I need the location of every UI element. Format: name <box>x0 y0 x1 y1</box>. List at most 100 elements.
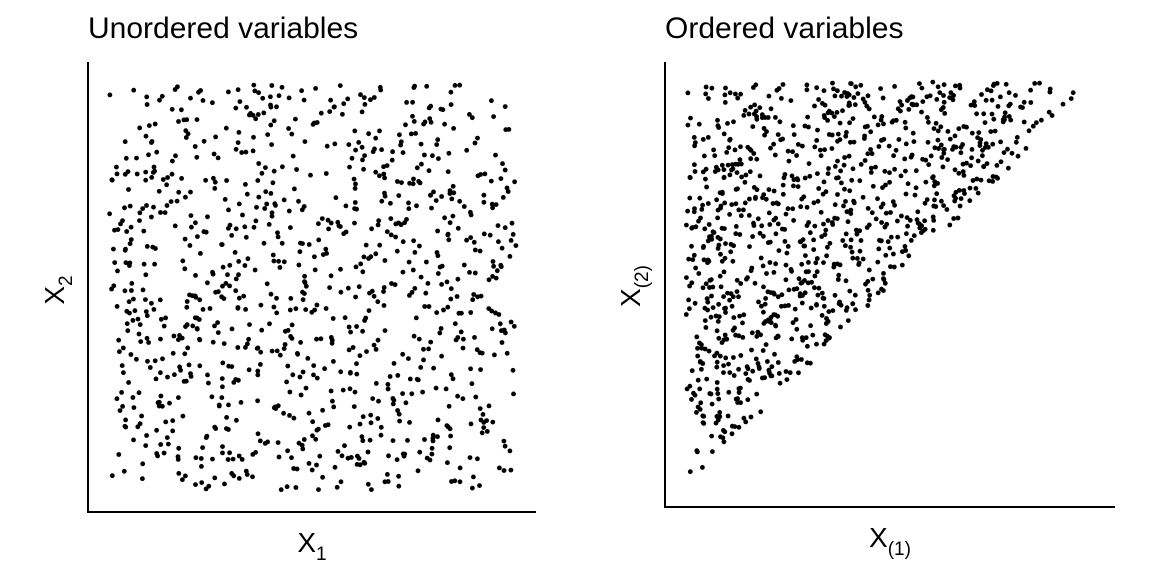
scatter-point <box>137 125 143 131</box>
scatter-point <box>227 283 233 289</box>
scatter-point <box>286 95 292 101</box>
scatter-point <box>836 272 842 278</box>
scatter-point <box>170 418 176 424</box>
scatter-point <box>442 215 447 221</box>
scatter-point <box>967 185 973 191</box>
scatter-point <box>890 199 896 205</box>
scatter-point <box>725 290 730 296</box>
scatter-point <box>926 119 931 125</box>
scatter-point <box>714 414 720 419</box>
scatter-point <box>353 181 358 187</box>
scatter-point <box>176 189 182 195</box>
scatter-point <box>354 324 359 329</box>
scatter-point <box>375 222 381 228</box>
scatter-point <box>838 324 843 330</box>
scatter-point <box>887 170 892 176</box>
scatter-point <box>495 223 501 229</box>
scatter-point <box>920 99 926 104</box>
scatter-point <box>917 81 922 86</box>
scatter-point <box>865 93 871 99</box>
scatter-point <box>375 416 381 421</box>
scatter-point <box>229 364 235 369</box>
scatter-point <box>235 140 241 146</box>
scatter-point <box>328 220 334 226</box>
scatter-point <box>762 132 767 138</box>
scatter-point <box>727 212 732 217</box>
scatter-point <box>799 300 805 306</box>
scatter-point <box>326 226 331 232</box>
scatter-point <box>810 332 816 338</box>
scatter-point <box>700 285 706 291</box>
scatter-point <box>439 263 445 269</box>
scatter-point <box>785 244 791 249</box>
scatter-point <box>818 209 824 215</box>
scatter-point <box>151 307 157 312</box>
scatter-point <box>839 93 844 99</box>
scatter-point <box>510 232 516 237</box>
scatter-point <box>471 239 477 245</box>
scatter-point <box>137 218 142 224</box>
scatter-point <box>353 264 359 270</box>
scatter-point <box>215 155 221 161</box>
scatter-point <box>271 258 277 264</box>
scatter-point <box>388 216 394 222</box>
scatter-point <box>502 104 508 109</box>
scatter-point <box>488 178 494 184</box>
scatter-point <box>407 180 412 186</box>
scatter-point <box>741 207 746 213</box>
scatter-point <box>880 95 886 101</box>
scatter-point <box>409 391 415 397</box>
scatter-point <box>477 248 483 254</box>
scatter-point <box>396 473 401 479</box>
scatter-point <box>194 326 200 331</box>
scatter-point <box>421 346 426 352</box>
scatter-point <box>849 177 855 183</box>
scatter-point <box>447 220 453 226</box>
scatter-point <box>158 210 163 215</box>
scatter-point <box>479 430 485 436</box>
scatter-point <box>831 261 837 267</box>
scatter-point <box>184 304 190 310</box>
scatter-point <box>895 106 901 112</box>
scatter-point <box>356 284 362 290</box>
scatter-point <box>920 156 925 162</box>
scatter-point <box>464 147 470 153</box>
scatter-point <box>484 429 490 434</box>
scatter-point <box>220 264 226 270</box>
scatter-point <box>782 303 788 309</box>
scatter-point <box>750 124 756 129</box>
scatter-point <box>414 165 420 171</box>
scatter-point <box>811 237 816 243</box>
scatter-point <box>135 316 141 322</box>
scatter-point <box>229 326 235 332</box>
scatter-point <box>723 85 728 91</box>
scatter-point <box>396 483 402 489</box>
scatter-point <box>696 271 702 276</box>
scatter-point <box>470 297 476 303</box>
scatter-point <box>361 95 367 100</box>
scatter-point <box>883 210 889 216</box>
scatter-point <box>729 303 735 309</box>
scatter-point <box>716 242 722 248</box>
scatter-point <box>773 115 778 120</box>
scatter-point <box>130 395 136 400</box>
scatter-point <box>394 248 400 254</box>
scatter-point <box>129 281 135 286</box>
scatter-point <box>804 87 810 93</box>
scatter-point <box>424 83 430 89</box>
scatter-point <box>284 484 290 490</box>
scatter-point <box>1013 139 1019 145</box>
scatter-point <box>381 289 386 294</box>
scatter-point <box>1005 146 1010 152</box>
scatter-point <box>850 255 856 261</box>
scatter-point <box>127 260 133 266</box>
scatter-point <box>961 124 967 129</box>
scatter-point <box>342 315 348 321</box>
scatter-point <box>111 246 116 252</box>
scatter-point <box>234 417 239 423</box>
scatter-point <box>803 335 809 341</box>
scatter-point <box>730 327 736 333</box>
scatter-point <box>926 162 932 168</box>
scatter-point <box>720 435 726 441</box>
scatter-point <box>1028 87 1033 93</box>
